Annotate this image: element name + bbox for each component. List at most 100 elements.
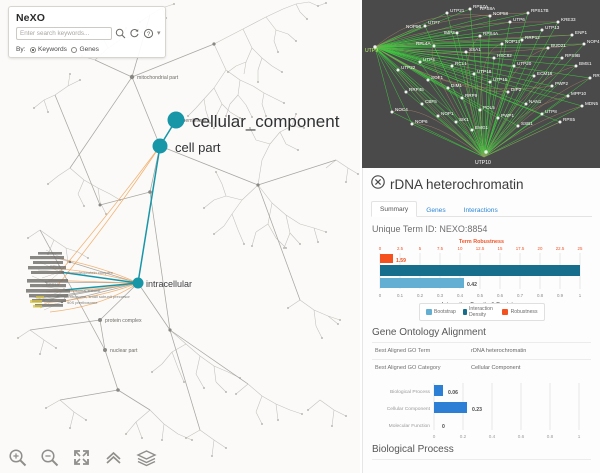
reset-icon[interactable] bbox=[129, 27, 140, 40]
ontology-tree-graph[interactable]: mitochondrial part membrane protein comp… bbox=[0, 0, 360, 473]
legend-robustness: Robustness bbox=[502, 309, 538, 315]
tab-genes[interactable]: Genes bbox=[426, 207, 446, 214]
go-tick: 0.2 bbox=[460, 434, 467, 439]
network-node: RRP5 bbox=[593, 73, 600, 78]
rb-top-tick: 20 bbox=[538, 246, 543, 251]
tree-cluster-label: ribonucleoprotein complex bbox=[66, 270, 113, 275]
fit-screen-icon[interactable] bbox=[72, 448, 91, 467]
rb-bot-tick: 0.2 bbox=[417, 293, 424, 298]
tree-cluster-label: preribosome, small subunit precursor bbox=[64, 294, 130, 299]
go-cat-label: Cellular Component bbox=[387, 406, 431, 412]
network-node: DIP2 bbox=[511, 87, 522, 92]
tree-toolbar[interactable] bbox=[8, 448, 157, 467]
legend-bootstrap: Bootstrap bbox=[425, 309, 456, 315]
go-row-key: Best Aligned GO Category bbox=[375, 365, 441, 371]
network-node: ECM16 bbox=[537, 71, 553, 76]
rb-bot-tick: 0.3 bbox=[437, 293, 444, 298]
bar-robustness-value: 1.59 bbox=[396, 258, 406, 264]
legend-robustness-label: Robustness bbox=[510, 309, 538, 315]
rb-bot-tick: 0.8 bbox=[537, 293, 544, 298]
biological-process-divider bbox=[372, 459, 591, 460]
go-alignment-title: Gene Ontology Alignment bbox=[372, 327, 486, 338]
network-node: RRP9 bbox=[465, 93, 478, 98]
tree-term-mitochondrial-part: mitochondrial part bbox=[137, 75, 179, 81]
go-tick: 0 bbox=[433, 434, 436, 439]
zoom-out-icon[interactable] bbox=[40, 448, 59, 467]
layers-icon[interactable] bbox=[136, 448, 157, 467]
rb-bot-tick: 0.1 bbox=[397, 293, 404, 298]
bar-interaction-density bbox=[380, 265, 580, 276]
legend-bootstrap-swatch bbox=[425, 309, 432, 315]
interaction-network-graph[interactable]: UTP9 UTP10 UTP7 NOP56 UTP21 IMP3 RPS7A N… bbox=[362, 0, 600, 168]
radio-genes[interactable]: Genes bbox=[70, 46, 99, 53]
legend-bootstrap-label: Bootstrap bbox=[433, 309, 456, 315]
go-row-best-term: Best Aligned GO Term rDNA heterochromati… bbox=[372, 342, 591, 359]
tree-cluster-label: RPL3 bbox=[50, 264, 61, 269]
network-node-utp9[interactable]: UTP9 bbox=[365, 48, 378, 54]
network-node: RRP45 bbox=[409, 87, 424, 92]
rb-bot-tick: 0.6 bbox=[497, 293, 504, 298]
search-icon[interactable] bbox=[115, 27, 126, 40]
network-node: UTP8 bbox=[545, 109, 557, 114]
network-node: BMS1 bbox=[579, 61, 592, 66]
network-node: SIK1 bbox=[459, 117, 469, 122]
network-node: RPS4A bbox=[483, 31, 499, 36]
network-node: RPS7A bbox=[473, 4, 489, 9]
network-node: UTP15 bbox=[493, 77, 508, 82]
zoom-in-icon[interactable] bbox=[8, 448, 27, 467]
rb-top-tick: 22.5 bbox=[556, 246, 565, 251]
tree-cluster-label: ribosomal subunit bbox=[69, 288, 101, 293]
tree-label-cell-part: cell part bbox=[175, 140, 221, 155]
bar-bootstrap-value: 0.42 bbox=[467, 282, 477, 288]
rb-bot-tick: 0.5 bbox=[477, 293, 484, 298]
collapse-icon[interactable] bbox=[104, 448, 123, 467]
tree-node-intracellular[interactable] bbox=[132, 277, 144, 289]
go-alignment-chart-svg: Biological Process Cellular Component Mo… bbox=[387, 383, 581, 439]
detail-tabbar[interactable]: Summary Genes Interactions bbox=[371, 200, 592, 217]
network-node: NOC4 bbox=[395, 107, 408, 112]
go-cat-label: Biological Process bbox=[390, 389, 431, 395]
help-icon[interactable]: ? bbox=[143, 27, 154, 40]
network-node: UTP6 bbox=[513, 17, 525, 22]
close-icon[interactable] bbox=[371, 175, 385, 194]
detail-title: rDNA heterochromatin bbox=[390, 176, 524, 192]
network-node: SOF1 bbox=[431, 75, 443, 80]
rb-top-tick: 12.5 bbox=[476, 246, 485, 251]
go-tick: 0.8 bbox=[547, 434, 554, 439]
rb-top-tick: 0 bbox=[379, 246, 382, 251]
search-input[interactable] bbox=[16, 27, 112, 40]
network-node: POL5 bbox=[483, 105, 495, 110]
go-tick: 0.4 bbox=[489, 434, 496, 439]
term-robustness-chart: Term Robustness 0 2.5 5 7.5 10 12.5 15 1… bbox=[372, 239, 591, 321]
interaction-network-panel[interactable]: UTP9 UTP10 UTP7 NOP56 UTP21 IMP3 RPS7A N… bbox=[362, 0, 600, 168]
ontology-tree-panel[interactable]: mitochondrial part membrane protein comp… bbox=[0, 0, 360, 473]
search-by-row: By: Keywords Genes bbox=[16, 46, 158, 53]
tree-node-cell-part[interactable] bbox=[152, 138, 168, 154]
network-node: NOP1 bbox=[441, 111, 454, 116]
tree-label-cellular-component: cellular_component bbox=[192, 112, 340, 131]
rb-top-tick: 17.5 bbox=[516, 246, 525, 251]
tree-term-protein-complex: protein complex bbox=[105, 318, 142, 324]
tab-summary[interactable]: Summary bbox=[371, 201, 418, 217]
go-alignment-chart: Biological Process Cellular Component Mo… bbox=[372, 380, 591, 443]
robustness-chart-title: Term Robustness bbox=[458, 239, 505, 245]
network-node-utp10[interactable]: UTP10 bbox=[475, 160, 491, 166]
rb-top-tick: 10 bbox=[458, 246, 463, 251]
network-node: ENP1 bbox=[575, 30, 587, 35]
tree-node-cellular-component[interactable] bbox=[167, 111, 185, 129]
go-row-value: rDNA heterochromatin bbox=[471, 348, 527, 354]
chevron-down-icon[interactable]: ▾ bbox=[157, 30, 161, 37]
radio-keywords[interactable]: Keywords bbox=[29, 46, 67, 53]
network-node: UTP18 bbox=[477, 69, 492, 74]
search-panel[interactable]: NeXO ? bbox=[8, 6, 166, 58]
term-detail-panel: rDNA heterochromatin Summary Genes Inter… bbox=[362, 168, 600, 473]
network-node: HSC82 bbox=[497, 53, 512, 58]
go-bar-value: 0 bbox=[442, 424, 445, 430]
legend-interaction-density: Interaction Density bbox=[462, 306, 495, 318]
tab-interactions[interactable]: Interactions bbox=[463, 207, 498, 214]
legend-robustness-swatch bbox=[502, 309, 509, 315]
network-node: CBF5 bbox=[425, 99, 437, 104]
rb-top-tick: 15 bbox=[498, 246, 503, 251]
legend-interaction-density-label: Interaction Density bbox=[469, 306, 493, 318]
network-node: RPS9B bbox=[565, 53, 580, 58]
